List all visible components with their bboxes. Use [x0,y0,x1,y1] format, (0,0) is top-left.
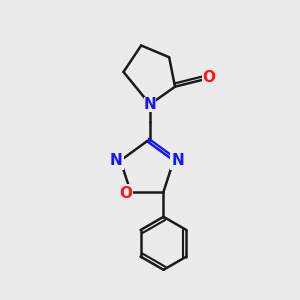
Text: O: O [119,186,132,201]
Text: N: N [144,97,156,112]
Text: O: O [202,70,215,86]
Text: N: N [110,153,122,168]
Text: N: N [172,153,184,168]
